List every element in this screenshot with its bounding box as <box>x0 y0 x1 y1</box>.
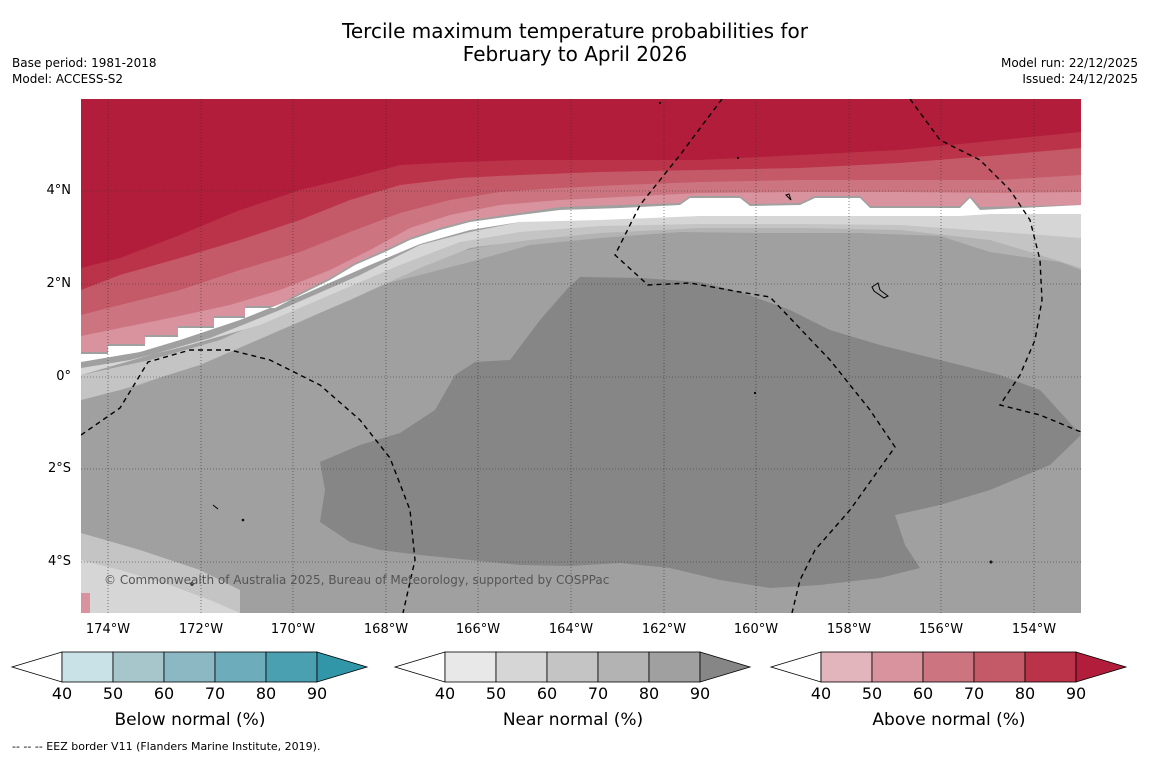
below-tick-90: 90 <box>306 684 328 703</box>
below-label: Below normal (%) <box>114 710 266 730</box>
field-near-50-band <box>81 212 1081 375</box>
colorbar-near <box>393 651 752 683</box>
lon-label-154w: 154°W <box>1011 622 1057 637</box>
below-segment-4 <box>214 651 267 683</box>
lon-label-174w: 174°W <box>85 622 131 637</box>
lon-label-172w: 172°W <box>178 622 224 637</box>
below-tick-70: 70 <box>204 684 226 703</box>
above-segment-1 <box>820 651 873 683</box>
above-tick-50: 50 <box>861 684 883 703</box>
lon-label-164w: 164°W <box>548 622 594 637</box>
title-line-1: Tercile maximum temperature probabilitie… <box>342 19 808 43</box>
near-extend-high <box>699 651 752 683</box>
lon-label-170w: 170°W <box>270 622 316 637</box>
field-near-70-band <box>81 226 1081 400</box>
above-tick-90: 90 <box>1065 684 1087 703</box>
field-above-90 <box>81 99 1081 268</box>
below-extend-high <box>316 651 369 683</box>
above-segment-2 <box>871 651 924 683</box>
lon-label-168w: 168°W <box>363 622 409 637</box>
probability-field <box>81 99 1081 613</box>
field-above-patch <box>81 593 90 613</box>
meta-right: Model run: 22/12/2025 Issued: 24/12/2025 <box>1001 55 1138 87</box>
copyright-note: © Commonwealth of Australia 2025, Bureau… <box>104 573 610 587</box>
meta-left: Base period: 1981-2018 Model: ACCESS-S2 <box>12 55 157 87</box>
above-extend-low <box>769 651 822 683</box>
above-segment-3 <box>922 651 975 683</box>
near-segment-3 <box>546 651 599 683</box>
field-near-60-sw <box>81 560 240 613</box>
near-tick-40: 40 <box>434 684 456 703</box>
near-segment-2 <box>495 651 548 683</box>
lat-label-0: 0° <box>56 369 71 384</box>
lon-label-162w: 162°W <box>641 622 687 637</box>
map-title: Tercile maximum temperature probabilitie… <box>0 20 1150 66</box>
model-name: Model: ACCESS-S2 <box>12 72 124 86</box>
lon-label-156w: 156°W <box>918 622 964 637</box>
lat-label-2n: 2°N <box>46 276 72 291</box>
above-tick-60: 60 <box>912 684 934 703</box>
lat-label-2s: 2°S <box>47 461 71 476</box>
near-extend-low <box>393 651 446 683</box>
below-segment-1 <box>61 651 114 683</box>
near-tick-50: 50 <box>485 684 507 703</box>
above-tick-70: 70 <box>963 684 985 703</box>
eez-footer-note: -- -- -- EEZ border V11 (Flanders Marine… <box>12 740 321 753</box>
field-near-90 <box>320 277 1081 588</box>
above-extend-high <box>1075 651 1128 683</box>
field-near-60-band <box>81 220 1081 400</box>
near-tick-60: 60 <box>536 684 558 703</box>
near-segment-5 <box>648 651 701 683</box>
colorbar-below <box>10 651 369 683</box>
near-tick-70: 70 <box>587 684 609 703</box>
near-tick-80: 80 <box>638 684 660 703</box>
near-tick-90: 90 <box>689 684 711 703</box>
model-run: Model run: 22/12/2025 <box>1000 56 1138 70</box>
title-line-2: February to April 2026 <box>462 42 688 66</box>
near-segment-1 <box>444 651 497 683</box>
lat-label-4s: 4°S <box>47 554 71 569</box>
issued-date: Issued: 24/12/2025 <box>1022 72 1138 86</box>
below-segment-3 <box>163 651 216 683</box>
above-tick-80: 80 <box>1014 684 1036 703</box>
below-extend-low <box>10 651 63 683</box>
below-tick-50: 50 <box>102 684 124 703</box>
below-tick-60: 60 <box>153 684 175 703</box>
below-segment-2 <box>112 651 165 683</box>
field-normal-gap <box>81 198 1081 362</box>
eez-borders <box>81 99 1081 613</box>
below-tick-80: 80 <box>255 684 277 703</box>
above-segment-4 <box>973 651 1026 683</box>
colorbar-above <box>769 651 1128 683</box>
lon-label-158w: 158°W <box>826 622 872 637</box>
base-period: Base period: 1981-2018 <box>12 56 157 70</box>
above-segment-5 <box>1024 651 1077 683</box>
above-tick-40: 40 <box>810 684 832 703</box>
near-segment-4 <box>597 651 650 683</box>
lat-label-4n: 4°N <box>46 183 72 198</box>
lon-label-160w: 160°W <box>733 622 779 637</box>
lon-label-166w: 166°W <box>455 622 501 637</box>
near-label: Near normal (%) <box>502 710 644 730</box>
below-tick-40: 40 <box>51 684 73 703</box>
islands <box>190 101 993 586</box>
below-segment-5 <box>265 651 318 683</box>
above-label: Above normal (%) <box>872 710 1026 730</box>
